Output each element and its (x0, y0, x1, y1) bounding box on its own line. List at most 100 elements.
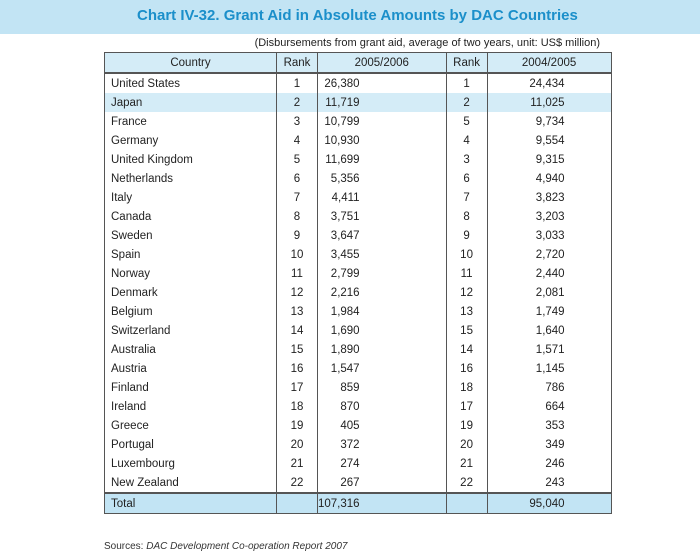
total-2005-2006: 107,316 (317, 492, 447, 514)
table-row: Spain 10 3,455 10 2,720 (104, 245, 612, 264)
cell-rank-2005: 10 (276, 245, 318, 264)
title-bar: Chart IV-32. Grant Aid in Absolute Amoun… (0, 0, 700, 34)
cell-rank-2005: 2 (276, 93, 318, 112)
cell-value-2004-2005: 349 (486, 435, 612, 454)
cell-rank-2005: 9 (276, 226, 318, 245)
cell-country: Canada (104, 207, 277, 226)
total-row: Total 107,316 95,040 (104, 492, 612, 514)
cell-rank-2005: 4 (276, 131, 318, 150)
cell-value-2004-2005: 2,720 (486, 245, 612, 264)
cell-value-2005-2006: 1,984 (317, 302, 447, 321)
cell-rank-2004: 11 (445, 264, 488, 283)
cell-value-2005-2006: 372 (317, 435, 447, 454)
table-row: Greece 19 405 19 353 (104, 416, 612, 435)
cell-rank-2004: 8 (445, 207, 488, 226)
cell-rank-2004: 17 (445, 397, 488, 416)
total-rank (276, 492, 318, 514)
cell-rank-2004: 9 (445, 226, 488, 245)
cell-country: Austria (104, 359, 277, 378)
header-rank-2005: Rank (276, 52, 318, 74)
table-row: Denmark 12 2,216 12 2,081 (104, 283, 612, 302)
total-2004-2005: 95,040 (486, 492, 612, 514)
cell-value-2005-2006: 267 (317, 473, 447, 493)
cell-country: Greece (104, 416, 277, 435)
cell-value-2004-2005: 353 (486, 416, 612, 435)
cell-rank-2005: 8 (276, 207, 318, 226)
cell-rank-2005: 16 (276, 359, 318, 378)
table-row: New Zealand 22 267 22 243 (104, 473, 612, 493)
cell-value-2004-2005: 786 (486, 378, 612, 397)
cell-value-2005-2006: 3,455 (317, 245, 447, 264)
cell-rank-2004: 4 (445, 131, 488, 150)
cell-value-2004-2005: 1,749 (486, 302, 612, 321)
cell-value-2005-2006: 274 (317, 454, 447, 473)
cell-value-2005-2006: 2,216 (317, 283, 447, 302)
cell-rank-2005: 5 (276, 150, 318, 169)
total-label: Total (104, 492, 277, 514)
header-2005-2006: 2005/2006 (317, 52, 447, 74)
cell-value-2005-2006: 10,799 (317, 112, 447, 131)
cell-rank-2004: 19 (445, 416, 488, 435)
cell-country: United Kingdom (104, 150, 277, 169)
table-row: Austria 16 1,547 16 1,145 (104, 359, 612, 378)
cell-country: United States (104, 73, 277, 93)
cell-value-2005-2006: 1,547 (317, 359, 447, 378)
cell-rank-2004: 14 (445, 340, 488, 359)
cell-rank-2005: 3 (276, 112, 318, 131)
cell-value-2005-2006: 4,411 (317, 188, 447, 207)
cell-value-2005-2006: 11,719 (317, 93, 447, 112)
cell-value-2004-2005: 9,554 (486, 131, 612, 150)
cell-rank-2004: 21 (445, 454, 488, 473)
grant-aid-table: Country Rank 2005/2006 Rank 2004/2005 Un… (104, 52, 612, 514)
cell-value-2004-2005: 1,145 (486, 359, 612, 378)
cell-country: Switzerland (104, 321, 277, 340)
cell-country: Finland (104, 378, 277, 397)
table-row: Luxembourg 21 274 21 246 (104, 454, 612, 473)
page-title: Chart IV-32. Grant Aid in Absolute Amoun… (137, 7, 578, 24)
cell-value-2005-2006: 859 (317, 378, 447, 397)
cell-country: Sweden (104, 226, 277, 245)
cell-rank-2004: 16 (445, 359, 488, 378)
cell-rank-2004: 2 (445, 93, 488, 112)
cell-rank-2004: 3 (445, 150, 488, 169)
table-row: Norway 11 2,799 11 2,440 (104, 264, 612, 283)
table-subtitle: (Disbursements from grant aid, average o… (254, 37, 600, 49)
cell-rank-2005: 17 (276, 378, 318, 397)
cell-value-2005-2006: 870 (317, 397, 447, 416)
cell-country: Norway (104, 264, 277, 283)
cell-value-2004-2005: 9,315 (486, 150, 612, 169)
table-row: Ireland 18 870 17 664 (104, 397, 612, 416)
cell-rank-2005: 21 (276, 454, 318, 473)
cell-rank-2004: 18 (445, 378, 488, 397)
cell-rank-2004: 5 (445, 112, 488, 131)
cell-value-2005-2006: 3,751 (317, 207, 447, 226)
source-text: DAC Development Co-operation Report 2007 (146, 541, 348, 552)
cell-rank-2004: 20 (445, 435, 488, 454)
table-row: Sweden 9 3,647 9 3,033 (104, 226, 612, 245)
cell-value-2005-2006: 3,647 (317, 226, 447, 245)
cell-value-2004-2005: 24,434 (486, 73, 612, 93)
cell-rank-2004: 6 (445, 169, 488, 188)
cell-rank-2005: 15 (276, 340, 318, 359)
table-row: United States 1 26,380 1 24,434 (104, 73, 612, 93)
cell-country: Portugal (104, 435, 277, 454)
source-label: Sources: (104, 541, 147, 552)
cell-rank-2004: 1 (445, 73, 488, 93)
cell-rank-2004: 15 (445, 321, 488, 340)
cell-value-2004-2005: 2,440 (486, 264, 612, 283)
cell-value-2004-2005: 1,640 (486, 321, 612, 340)
cell-rank-2005: 18 (276, 397, 318, 416)
table-row: Portugal 20 372 20 349 (104, 435, 612, 454)
header-country: Country (104, 52, 277, 74)
table-row: Switzerland 14 1,690 15 1,640 (104, 321, 612, 340)
table-row: Canada 8 3,751 8 3,203 (104, 207, 612, 226)
cell-rank-2005: 11 (276, 264, 318, 283)
cell-value-2005-2006: 1,690 (317, 321, 447, 340)
cell-rank-2004: 13 (445, 302, 488, 321)
cell-country: Belgium (104, 302, 277, 321)
header-rank-2004: Rank (445, 52, 488, 74)
cell-value-2004-2005: 3,203 (486, 207, 612, 226)
cell-value-2004-2005: 3,033 (486, 226, 612, 245)
cell-value-2004-2005: 4,940 (486, 169, 612, 188)
cell-rank-2005: 6 (276, 169, 318, 188)
